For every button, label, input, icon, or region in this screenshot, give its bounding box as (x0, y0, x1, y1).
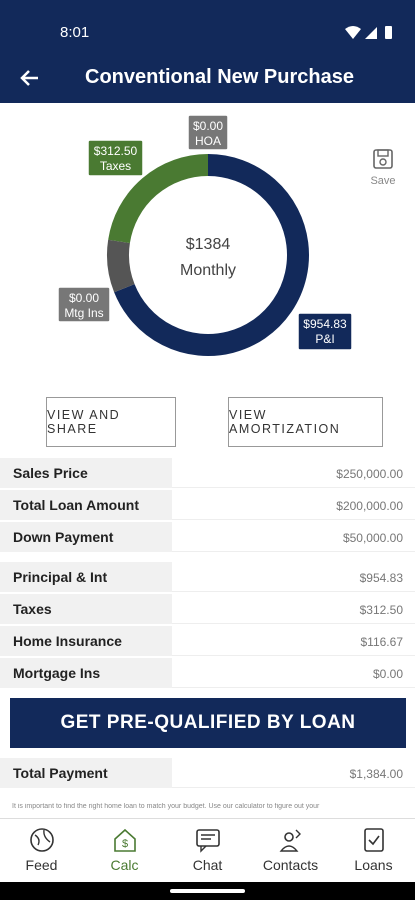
table-row: Down Payment $50,000.00 (0, 522, 415, 553)
nav-icon (29, 828, 54, 852)
table-row: Sales Price $250,000.00 (0, 458, 415, 489)
table-row: Total Loan Amount $200,000.00 (0, 490, 415, 521)
donut-segment (107, 239, 135, 293)
pre-qualify-button[interactable]: GET PRE-QUALIFIED BY LOAN (10, 698, 406, 748)
table-row: Home Insurance $116.67 (0, 626, 415, 657)
donut-segment (108, 154, 209, 244)
row-label: Down Payment (0, 522, 172, 552)
row-label: Total Loan Amount (0, 490, 172, 520)
save-button[interactable]: Save (368, 148, 398, 187)
nav-label: Calc (110, 857, 139, 873)
row-value: $312.50 (172, 594, 415, 624)
view-amortization-button[interactable]: VIEW AMORTIZATION (228, 397, 383, 447)
total-row: Total Payment $1,384.00 (0, 758, 415, 789)
back-button[interactable] (18, 68, 40, 88)
callout-name: HOA (195, 134, 221, 148)
nav-icon (279, 829, 301, 852)
row-value: $250,000.00 (172, 458, 415, 488)
callout-name: Taxes (100, 159, 131, 173)
row-label: Mortgage Ins (0, 658, 172, 688)
nav-icon (363, 828, 384, 852)
table-row: Principal & Int $954.83 (0, 562, 415, 593)
callout-amount: $954.83 (303, 317, 347, 331)
svg-text:$: $ (121, 838, 127, 850)
nav-item[interactable]: $ Calc (83, 819, 166, 882)
home-pill (170, 889, 245, 893)
system-nav (0, 882, 415, 900)
row-value: $50,000.00 (172, 522, 415, 552)
row-value: $1,384.00 (172, 758, 415, 788)
nav-icon: $ (113, 828, 136, 852)
nav-label: Contacts (262, 857, 319, 873)
status-time: 8:01 (60, 24, 90, 41)
callout-box (187, 114, 229, 151)
callout-amount: $0.00 (193, 119, 223, 133)
callout-name: Mtg Ins (64, 306, 103, 320)
callout-amount: $0.00 (69, 291, 99, 305)
view-share-button[interactable]: VIEW AND SHARE (46, 397, 176, 447)
row-value: $0.00 (172, 658, 415, 688)
save-icon (373, 149, 393, 169)
donut-center-label: Monthly (180, 262, 236, 279)
nav-label: Chat (192, 857, 223, 873)
row-value: $200,000.00 (172, 490, 415, 520)
row-label: Home Insurance (0, 626, 172, 656)
donut-segment (114, 154, 309, 356)
row-label: Principal & Int (0, 562, 172, 592)
disclaimer: It is important to find the right home l… (12, 803, 320, 810)
donut-center-value: $1384 (186, 236, 231, 253)
callout-box (87, 139, 144, 177)
callout-name: P&I (315, 332, 334, 346)
callout-amount: $312.50 (94, 144, 138, 158)
nav-label: Feed (25, 857, 58, 873)
row-label: Total Payment (0, 758, 172, 788)
row-value: $116.67 (172, 626, 415, 656)
row-label: Taxes (0, 594, 172, 624)
app-bar: 8:01 Conventional New Purchase (0, 0, 415, 103)
status-icons (345, 26, 392, 39)
screen-title: Conventional New Purchase (85, 66, 354, 88)
nav-icon (195, 829, 220, 853)
row-value: $954.83 (172, 562, 415, 592)
row-label: Sales Price (0, 458, 172, 488)
callout-box (57, 286, 111, 323)
nav-item[interactable]: Feed (0, 819, 83, 882)
nav-item[interactable]: Loans (332, 819, 415, 882)
callout-box (297, 312, 353, 351)
table-row: Taxes $312.50 (0, 594, 415, 625)
nav-label: Loans (354, 857, 393, 873)
table-row: Mortgage Ins $0.00 (0, 658, 415, 689)
nav-item[interactable]: Chat (166, 819, 249, 882)
nav-item[interactable]: Contacts (249, 819, 332, 882)
save-label: Save (370, 175, 396, 187)
bottom-nav: Feed $ Calc Chat Contacts Loans (0, 818, 415, 882)
